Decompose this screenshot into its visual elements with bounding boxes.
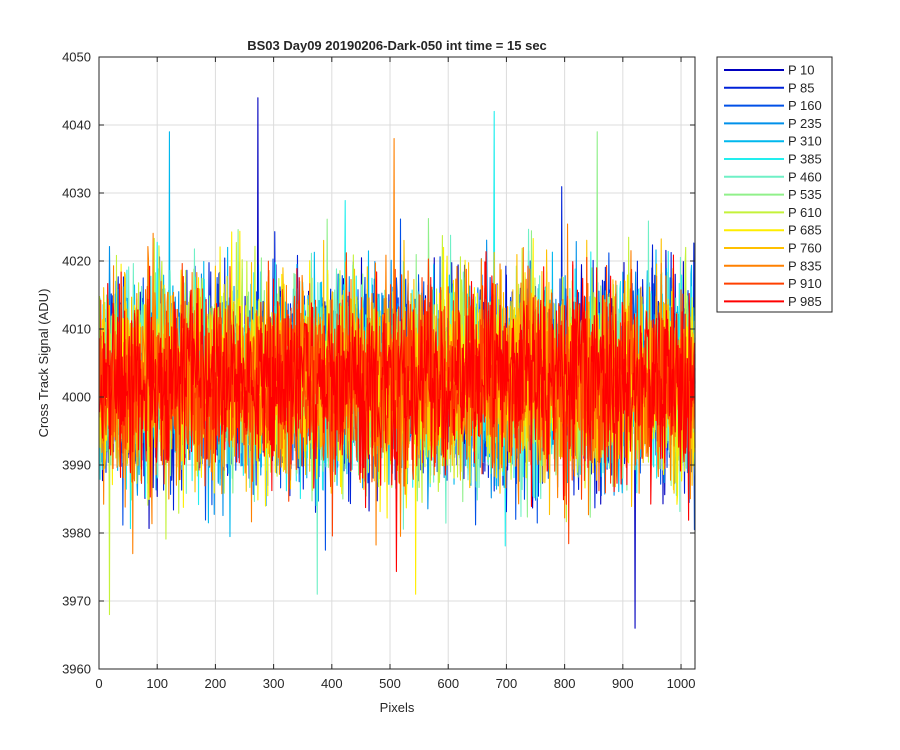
legend-label: P 385 (788, 152, 822, 167)
legend-label: P 85 (788, 80, 815, 95)
legend-label: P 985 (788, 294, 822, 309)
legend-label: P 910 (788, 276, 822, 291)
legend-label: P 685 (788, 223, 822, 238)
y-tick-label: 3980 (62, 526, 91, 541)
legend-label: P 460 (788, 169, 822, 184)
y-tick-label: 4020 (62, 254, 91, 269)
y-tick-label: 3970 (62, 594, 91, 609)
y-tick-label: 4010 (62, 322, 91, 337)
x-tick-label: 300 (263, 676, 285, 691)
y-tick-label: 4040 (62, 118, 91, 133)
y-tick-label: 4030 (62, 186, 91, 201)
y-tick-label: 3960 (62, 662, 91, 677)
series-lines (99, 97, 696, 629)
x-tick-label: 900 (612, 676, 634, 691)
legend-label: P 535 (788, 187, 822, 202)
x-tick-label: 100 (146, 676, 168, 691)
legend-label: P 835 (788, 258, 822, 273)
x-axis: 0 100 200 300 400 500 600 700 800 900 1000 (95, 57, 695, 691)
x-tick-label: 0 (95, 676, 102, 691)
legend-label: P 610 (788, 205, 822, 220)
legend: P 10 P 85 P 160 P 235 P 310 P 385 P 460 P 535 P … (716, 56, 833, 313)
legend-label: P 160 (788, 98, 822, 113)
chart-title: BS03 Day09 20190206-Dark-050 int time = … (247, 38, 547, 53)
x-tick-label: 700 (496, 676, 518, 691)
y-axis: 3960 3970 3980 3990 4000 4010 4020 4030 4040 4050 (62, 50, 695, 677)
x-axis-label: Pixels (380, 700, 415, 715)
x-tick-label: 200 (205, 676, 227, 691)
legend-label: P 10 (788, 63, 815, 78)
legend-box (716, 56, 833, 313)
y-axis-label: Cross Track Signal (ADU) (36, 289, 51, 438)
plot-frame (98, 56, 696, 670)
x-tick-label: 1000 (667, 676, 696, 691)
y-tick-label: 4050 (62, 50, 91, 65)
y-tick-label: 4000 (62, 390, 91, 405)
legend-label: P 235 (788, 116, 822, 131)
legend-label: P 760 (788, 241, 822, 256)
x-tick-label: 800 (554, 676, 576, 691)
x-tick-label: 500 (379, 676, 401, 691)
x-tick-label: 400 (321, 676, 343, 691)
legend-label: P 310 (788, 134, 822, 149)
series-line-p985 (99, 251, 696, 573)
x-tick-label: 600 (437, 676, 459, 691)
y-tick-label: 3990 (62, 458, 91, 473)
